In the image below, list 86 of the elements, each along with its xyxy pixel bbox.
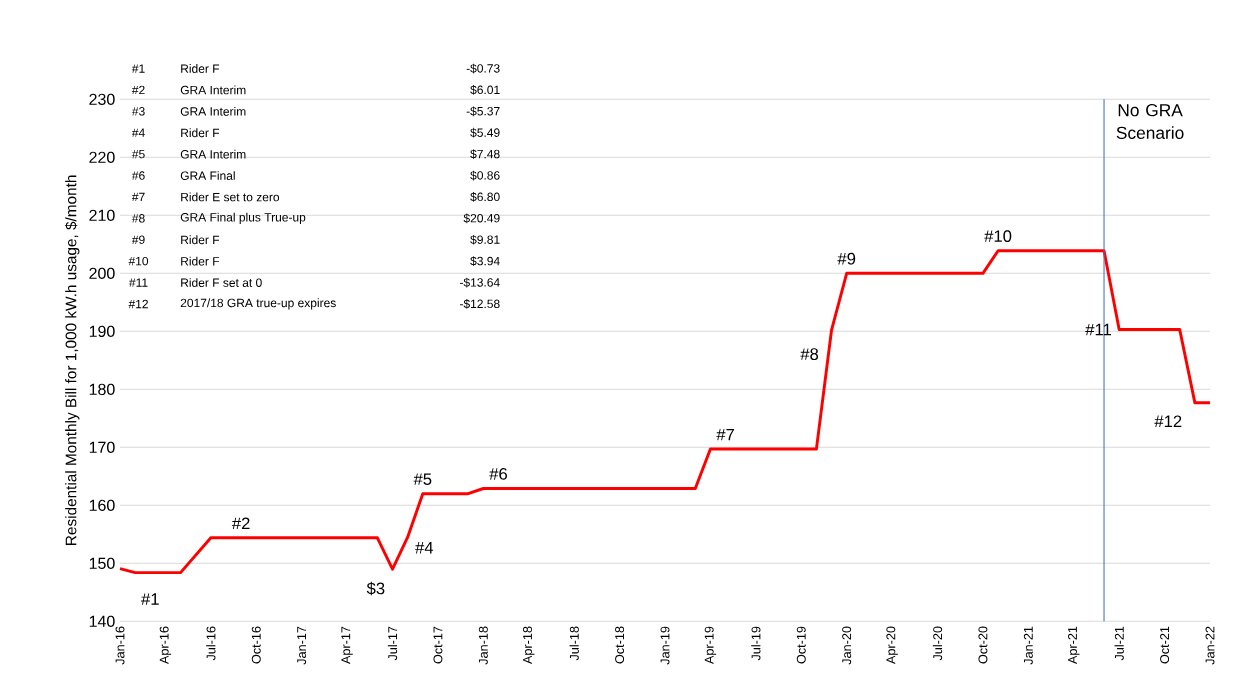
y-tick-label: 180 xyxy=(89,383,115,395)
x-tick-label: Jan-18 xyxy=(478,626,488,665)
annotation: #10 xyxy=(128,256,149,266)
annotation: GRA Final plus True-up xyxy=(180,212,306,224)
text: #2 xyxy=(131,85,145,95)
annotation: #4 xyxy=(415,541,434,554)
annotation: GRA Interim xyxy=(180,106,246,116)
annotation: #3 xyxy=(131,107,145,116)
text: -$0.73 xyxy=(466,63,500,74)
y-axis-title: Residential Monthly Bill for 1,000 kW.h usage, $/month xyxy=(64,175,80,545)
annotation: #6 xyxy=(131,171,145,180)
x-tick-label: Oct-16 xyxy=(251,626,261,664)
x-tick-label: Jan-17 xyxy=(297,626,307,665)
annotation: -$12.58 xyxy=(459,299,500,309)
x-tick-label: Jul-20 xyxy=(932,626,943,661)
annotation: #7 xyxy=(716,428,734,441)
annotation: $20.49 xyxy=(463,213,500,224)
x-tick-label: Apr-17 xyxy=(341,626,353,665)
annotation: #1 xyxy=(141,593,159,605)
annotation: #8 xyxy=(800,348,819,361)
annotation: #9 xyxy=(837,252,856,265)
text: Rider F xyxy=(181,64,220,73)
x-tick-label: Apr-18 xyxy=(523,626,535,665)
x-tick-label: Jan-20 xyxy=(842,626,852,665)
annotation: #5 xyxy=(413,473,432,486)
y-tick-label: 160 xyxy=(89,499,115,511)
x-tick-label: Jul-17 xyxy=(387,626,398,661)
annotation: Rider F set at 0 xyxy=(181,278,262,287)
y-tick-label: 140 xyxy=(89,615,115,627)
annotation: Rider F xyxy=(181,235,220,245)
annotation: #9 xyxy=(131,235,145,244)
text: GRA Interim xyxy=(180,85,246,95)
y-tick-label: 200 xyxy=(89,267,115,279)
annotation: $5.49 xyxy=(470,127,500,138)
x-tick-label: Apr-20 xyxy=(886,626,898,665)
x-tick-label: Jul-19 xyxy=(751,626,761,661)
annotation: #12 xyxy=(1154,415,1182,428)
annotation: GRA Final xyxy=(180,171,235,180)
x-tick-label: Apr-16 xyxy=(159,626,172,665)
annotation: #4 xyxy=(131,128,145,137)
x-tick-label: Oct-17 xyxy=(433,626,443,664)
annotation: 2017/18 GRA true-up expires xyxy=(180,298,336,310)
x-tick-label: Apr-19 xyxy=(704,626,717,665)
text: $6.01 xyxy=(470,85,500,95)
annotation: $0.86 xyxy=(470,170,500,181)
x-tick-label: Jul-18 xyxy=(569,626,579,661)
annotation: #10 xyxy=(984,230,1012,242)
line-series xyxy=(118,249,1212,575)
annotation: $9.81 xyxy=(470,234,500,245)
annotation: Rider E set to zero xyxy=(181,192,280,202)
annotation: #6 xyxy=(489,468,508,480)
y-tick-label: 170 xyxy=(89,441,115,453)
y-tick-label: 150 xyxy=(89,557,115,569)
x-tick-label: Jan-16 xyxy=(115,626,125,665)
annotation: #8 xyxy=(131,214,145,223)
annotation: #11 xyxy=(129,278,148,287)
x-tick-label: Oct-21 xyxy=(1160,626,1170,664)
x-tick-label: Oct-18 xyxy=(615,626,625,664)
annotation: -$5.37 xyxy=(466,106,500,117)
annotation: Rider F xyxy=(181,128,220,138)
annotation: GRA Interim xyxy=(180,149,246,159)
x-tick-label: Jul-16 xyxy=(206,626,216,661)
annotation: #2 xyxy=(231,517,250,530)
x-tick-label: Apr-21 xyxy=(1068,626,1080,665)
text: #1 xyxy=(131,64,145,73)
annotation: $7.48 xyxy=(470,149,500,159)
ref-line-label: No GRA Scenario xyxy=(1116,104,1184,139)
x-tick-label: Jul-21 xyxy=(1114,626,1124,661)
x-tick-label: Oct-19 xyxy=(796,626,806,664)
x-tick-label: Jan-19 xyxy=(660,626,670,665)
annotation: #12 xyxy=(128,299,148,309)
y-tick-label: 230 xyxy=(89,93,115,105)
annotation: #11 xyxy=(1085,323,1111,336)
annotation: $3 xyxy=(366,581,385,596)
annotation: #7 xyxy=(131,192,145,202)
x-tick-label: Oct-20 xyxy=(978,626,988,664)
annotation: $6.80 xyxy=(470,192,500,202)
y-tick-label: 190 xyxy=(89,325,115,337)
annotation: Rider F xyxy=(181,256,220,266)
x-tick-label: Jan-21 xyxy=(1023,626,1033,665)
y-tick-label: 220 xyxy=(89,151,115,163)
x-tick-label: Jan-22 xyxy=(1205,626,1215,665)
annotation: -$13.64 xyxy=(459,277,500,288)
annotation: $3.94 xyxy=(470,256,500,267)
y-tick-label: 210 xyxy=(89,209,115,221)
annotation: #5 xyxy=(131,149,145,159)
